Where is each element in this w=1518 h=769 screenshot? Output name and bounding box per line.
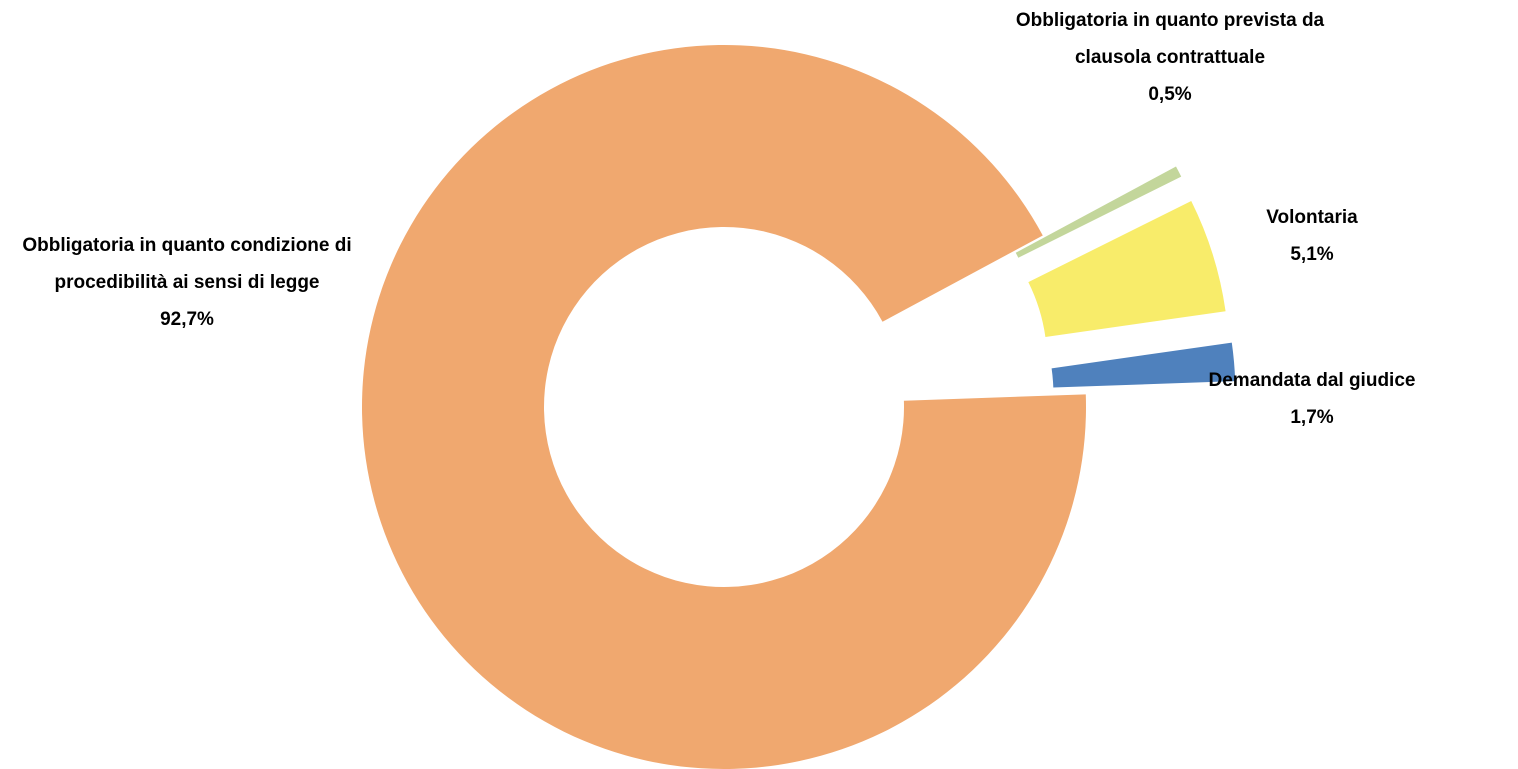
slice-label: Obbligatoria in quanto prevista da claus… <box>1010 2 1330 113</box>
slice-name: Obbligatoria in quanto prevista da claus… <box>1015 10 1325 68</box>
donut-slice <box>1028 200 1226 337</box>
slice-value: 0,5% <box>1148 84 1192 105</box>
slice-value: 92,7% <box>160 309 214 330</box>
slice-label: Volontaria 5,1% <box>1200 199 1424 273</box>
donut-slice <box>1015 166 1182 258</box>
slice-name: Demandata dal giudice <box>1208 370 1416 391</box>
slice-label: Demandata dal giudice 1,7% <box>1190 362 1434 436</box>
donut-slice <box>361 44 1086 769</box>
donut-slice <box>1051 342 1236 388</box>
slice-label: Obbligatoria in quanto condizione di pro… <box>22 227 352 338</box>
slice-name: Obbligatoria in quanto condizione di pro… <box>22 235 352 293</box>
slice-value: 1,7% <box>1290 407 1334 428</box>
slice-name: Volontaria <box>1266 207 1358 228</box>
slice-value: 5,1% <box>1290 244 1334 265</box>
